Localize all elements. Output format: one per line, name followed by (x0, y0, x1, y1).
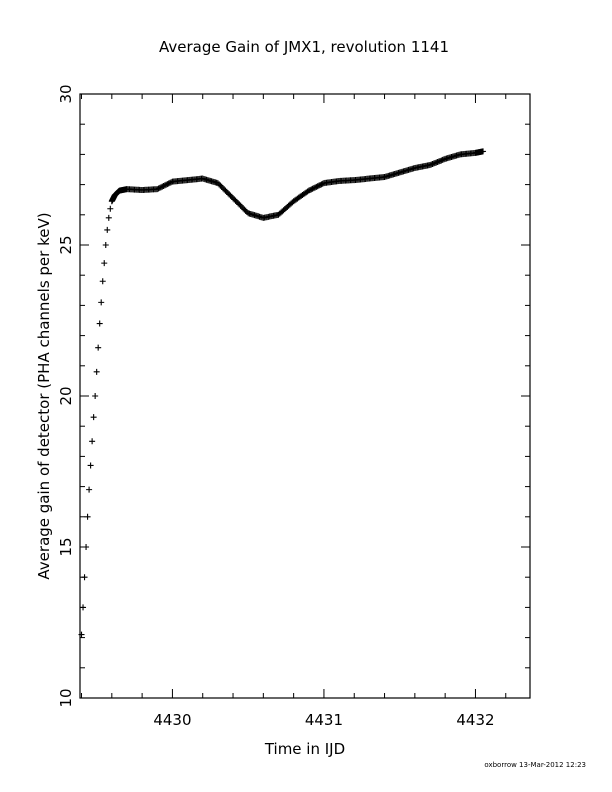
data-point (78, 631, 85, 638)
data-point (93, 368, 100, 375)
y-tick-label: 20 (57, 386, 75, 405)
y-tick-labels: 10 15 20 25 30 (57, 84, 75, 707)
y-tick-label: 25 (57, 235, 75, 254)
data-point (92, 393, 99, 399)
x-axis-label: Time in IJD (264, 740, 345, 758)
data-point (104, 226, 111, 233)
data-point (86, 486, 93, 493)
y-axis-label: Average gain of detector (PHA channels p… (35, 212, 53, 579)
x-tick-label: 4431 (305, 711, 343, 729)
y-tick-label: 30 (57, 84, 75, 103)
data-point (81, 574, 88, 581)
chart-title: Average Gain of JMX1, revolution 1141 (159, 38, 449, 56)
data-point (80, 604, 87, 611)
data-point (101, 260, 108, 267)
data-point (95, 344, 102, 351)
x-tick-label: 4432 (456, 711, 494, 729)
data-point (89, 438, 96, 445)
data-point (102, 242, 109, 248)
y-tick-label: 15 (57, 537, 75, 556)
data-point (87, 462, 94, 469)
data-point (480, 148, 487, 155)
footer-credit: oxborrow 13-Mar-2012 12:23 (484, 761, 586, 769)
data-point (107, 205, 114, 212)
x-tick-label: 4430 (153, 711, 191, 729)
data-point (83, 544, 90, 550)
data-point (105, 214, 112, 221)
data-point (99, 278, 106, 285)
data-point (96, 320, 103, 327)
data-point (90, 414, 97, 421)
plot-frame (79, 93, 531, 699)
data-points (78, 148, 487, 638)
axis-ticks (80, 93, 530, 699)
data-point (84, 513, 91, 520)
y-tick-label: 10 (57, 688, 75, 707)
x-tick-labels: 4430 4431 4432 (153, 711, 494, 729)
data-point (98, 299, 105, 306)
